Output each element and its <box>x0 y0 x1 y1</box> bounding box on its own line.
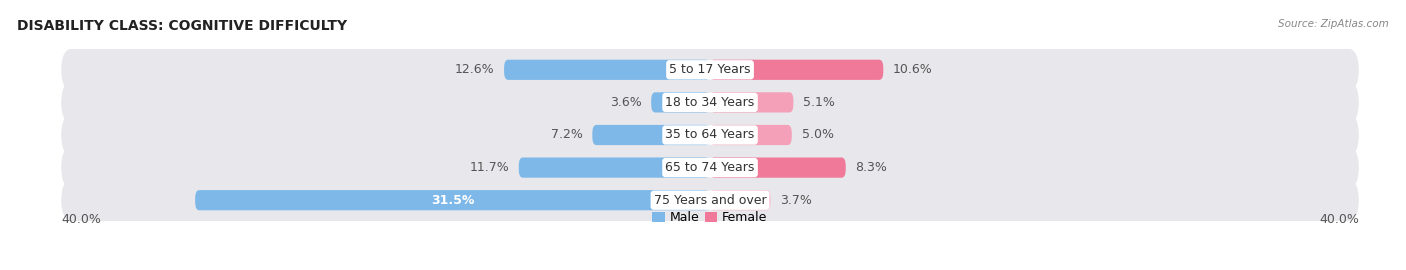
FancyBboxPatch shape <box>195 190 710 210</box>
Text: DISABILITY CLASS: COGNITIVE DIFFICULTY: DISABILITY CLASS: COGNITIVE DIFFICULTY <box>17 19 347 33</box>
Text: 75 Years and over: 75 Years and over <box>654 194 766 207</box>
FancyBboxPatch shape <box>710 60 883 80</box>
FancyBboxPatch shape <box>60 49 1360 91</box>
Text: 8.3%: 8.3% <box>855 161 887 174</box>
Text: 5 to 17 Years: 5 to 17 Years <box>669 63 751 76</box>
FancyBboxPatch shape <box>505 60 710 80</box>
FancyBboxPatch shape <box>60 114 1360 156</box>
FancyBboxPatch shape <box>710 92 793 113</box>
FancyBboxPatch shape <box>60 146 1360 189</box>
Text: 7.2%: 7.2% <box>551 129 582 141</box>
FancyBboxPatch shape <box>651 92 710 113</box>
Text: 40.0%: 40.0% <box>1319 212 1360 226</box>
FancyBboxPatch shape <box>710 190 770 210</box>
Text: 5.0%: 5.0% <box>801 129 834 141</box>
Text: 11.7%: 11.7% <box>470 161 509 174</box>
Text: 12.6%: 12.6% <box>454 63 495 76</box>
FancyBboxPatch shape <box>710 157 845 178</box>
Text: 65 to 74 Years: 65 to 74 Years <box>665 161 755 174</box>
Text: 35 to 64 Years: 35 to 64 Years <box>665 129 755 141</box>
Text: 3.7%: 3.7% <box>780 194 813 207</box>
Legend: Male, Female: Male, Female <box>648 206 772 229</box>
FancyBboxPatch shape <box>710 125 792 145</box>
FancyBboxPatch shape <box>519 157 710 178</box>
Text: 10.6%: 10.6% <box>893 63 932 76</box>
Text: 31.5%: 31.5% <box>430 194 474 207</box>
Text: 3.6%: 3.6% <box>610 96 641 109</box>
Text: Source: ZipAtlas.com: Source: ZipAtlas.com <box>1278 19 1389 29</box>
FancyBboxPatch shape <box>592 125 710 145</box>
FancyBboxPatch shape <box>60 81 1360 124</box>
Text: 18 to 34 Years: 18 to 34 Years <box>665 96 755 109</box>
Text: 40.0%: 40.0% <box>60 212 101 226</box>
FancyBboxPatch shape <box>60 179 1360 221</box>
Text: 5.1%: 5.1% <box>803 96 835 109</box>
